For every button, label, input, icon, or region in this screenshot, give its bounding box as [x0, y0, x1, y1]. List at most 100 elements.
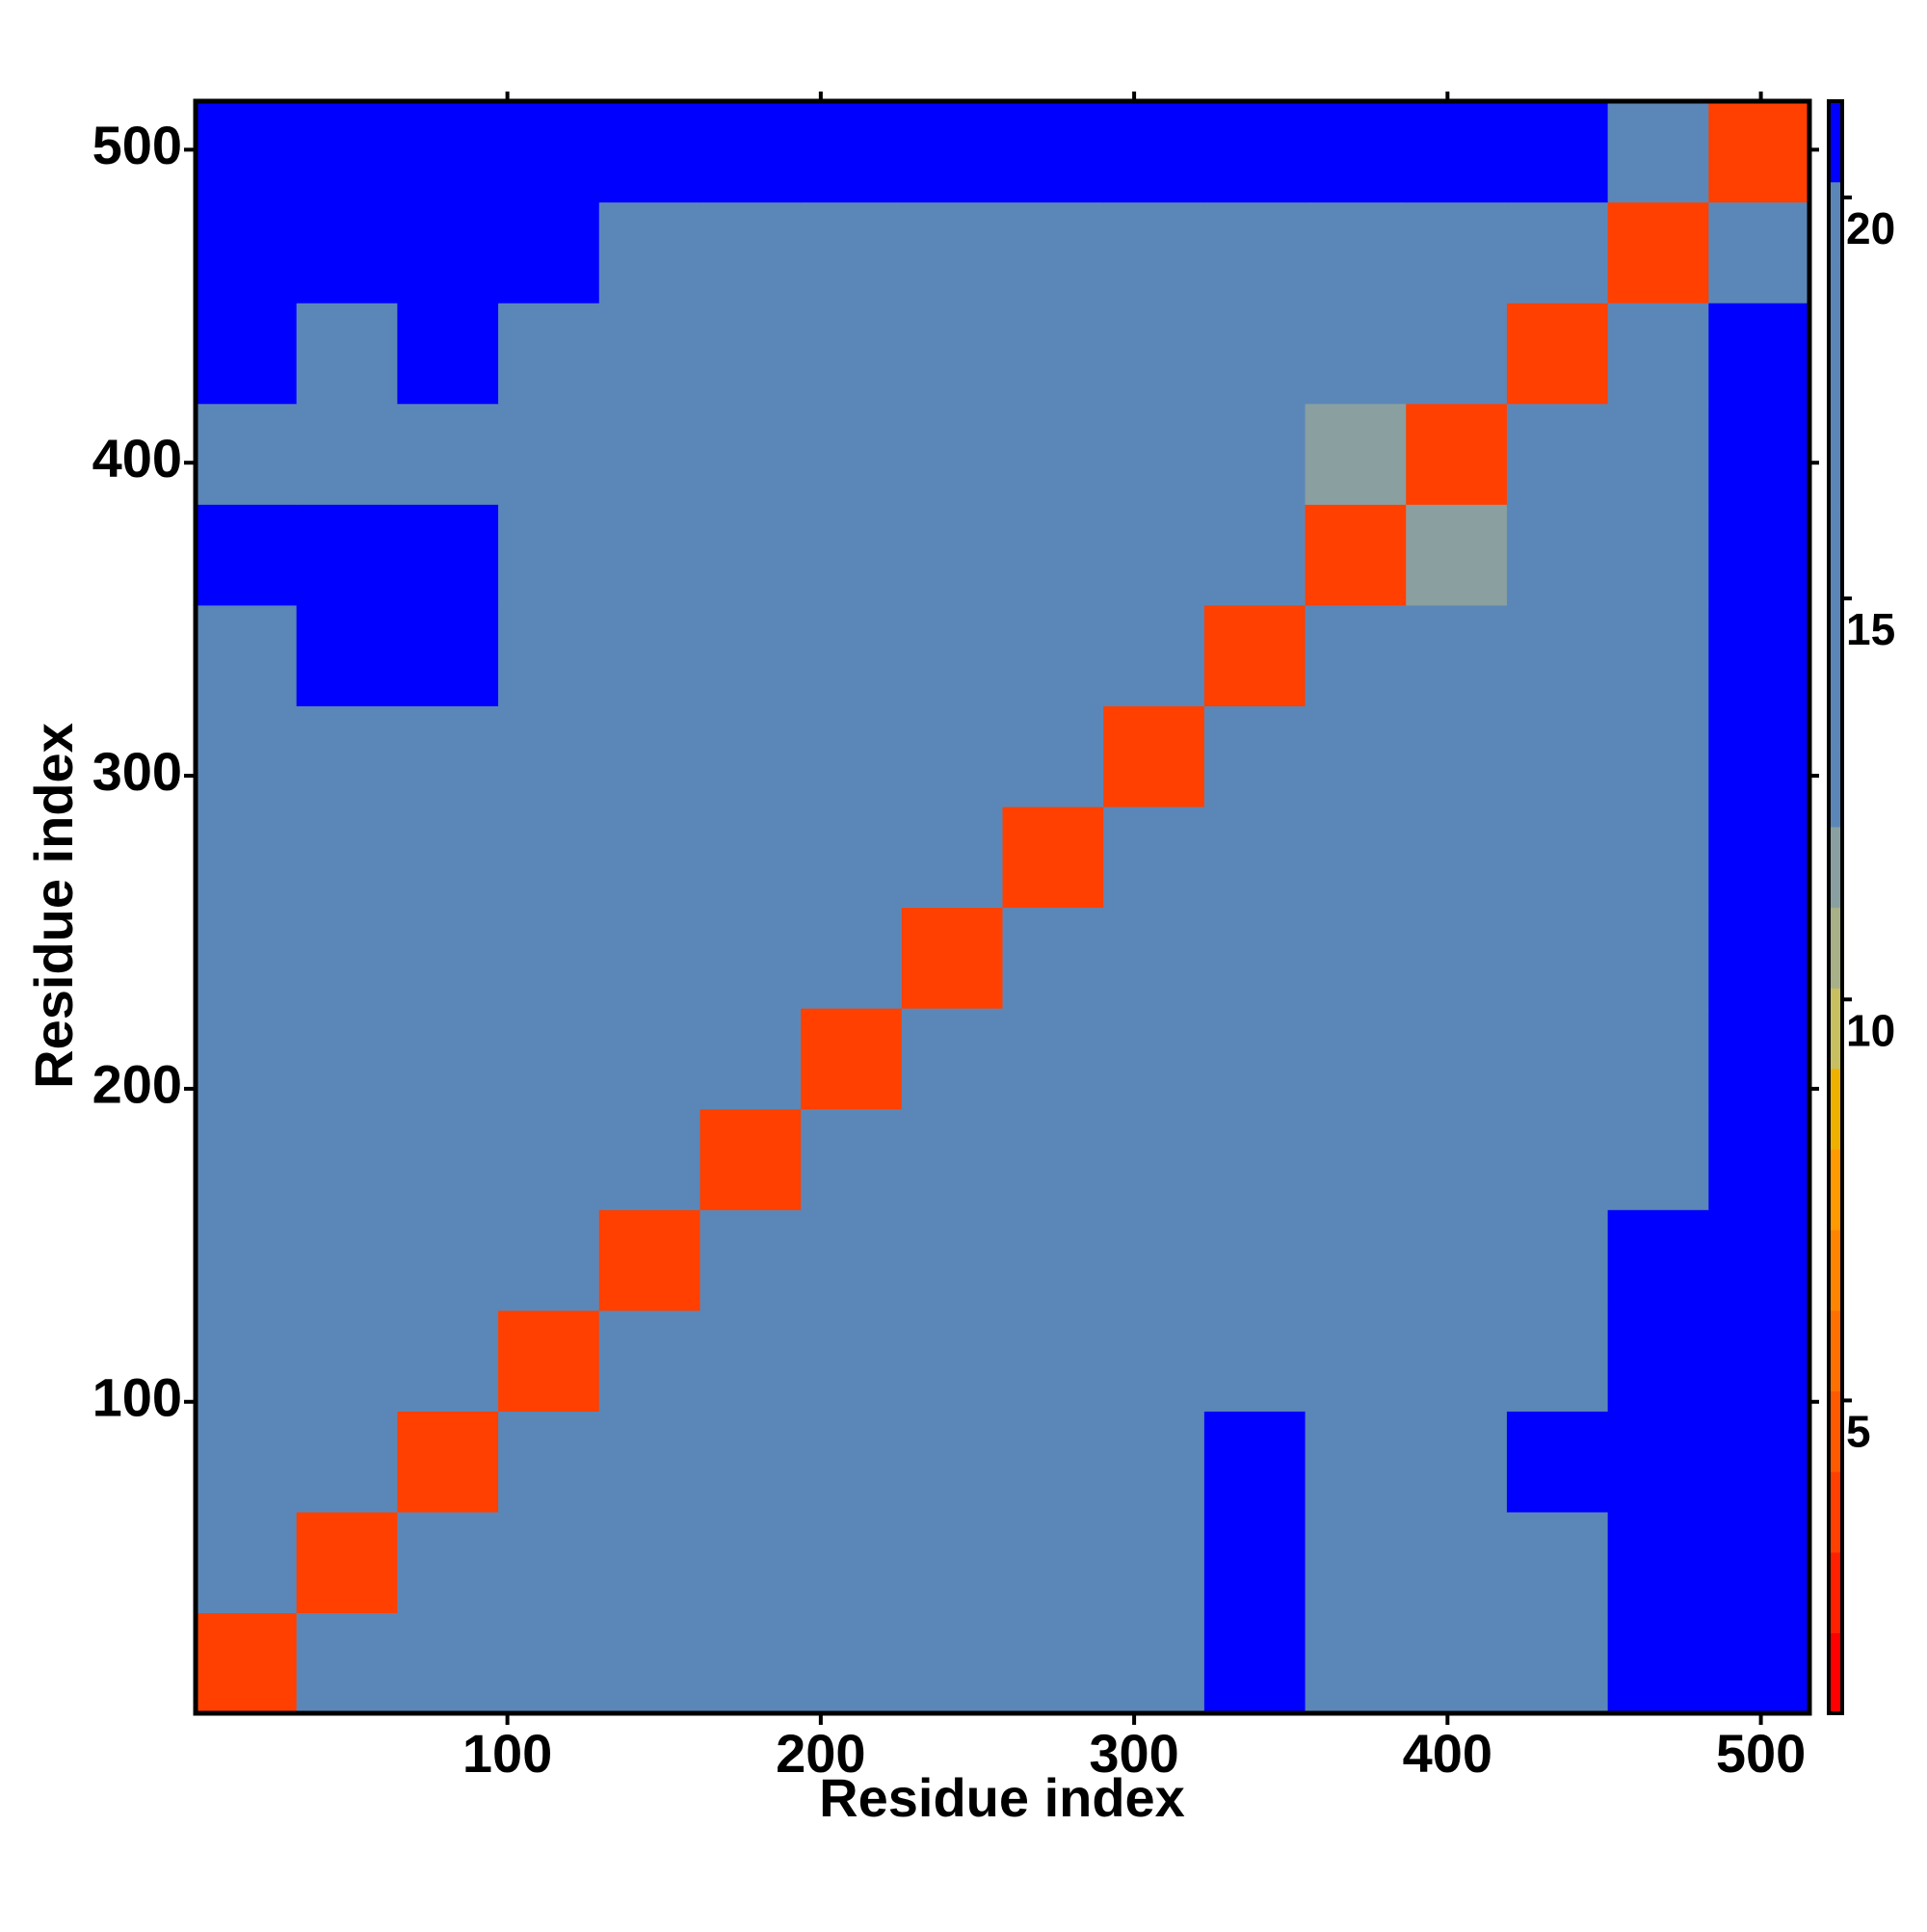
heatmap-cell: [1607, 1108, 1709, 1210]
heatmap-cell: [700, 403, 802, 505]
heatmap-cell: [1708, 1310, 1810, 1412]
heatmap-cell: [397, 403, 499, 505]
heatmap-cell: [1103, 1612, 1205, 1714]
heatmap-cell: [901, 907, 1004, 1009]
heatmap-cell: [1406, 1310, 1508, 1412]
heatmap-cell: [296, 101, 398, 203]
heatmap-cell: [1506, 1411, 1609, 1513]
heatmap-cell: [397, 604, 499, 706]
heatmap-cell: [1305, 705, 1407, 807]
heatmap-cell: [700, 907, 802, 1009]
colorbar-step: [1829, 1632, 1842, 1714]
heatmap-cell: [196, 1310, 298, 1412]
heatmap-cell: [1305, 201, 1407, 304]
heatmap-cell: [901, 201, 1004, 304]
heatmap-cell: [1607, 1209, 1709, 1311]
heatmap-cell: [296, 1612, 398, 1714]
heatmap-cell: [598, 1411, 701, 1513]
heatmap-cell: [801, 101, 903, 203]
heatmap-cell: [1506, 403, 1609, 505]
heatmap-cell: [598, 1612, 701, 1714]
heatmap-cell: [196, 1209, 298, 1311]
heatmap-cell: [1506, 1310, 1609, 1412]
heatmap-cell: [1406, 303, 1508, 405]
heatmap-cell: [397, 201, 499, 304]
heatmap-cell: [1305, 604, 1407, 706]
heatmap-cell: [1305, 101, 1407, 203]
heatmap-cell: [196, 403, 298, 505]
heatmap-cell: [901, 101, 1004, 203]
heatmap-cell: [1708, 806, 1810, 909]
heatmap-cell: [296, 201, 398, 304]
heatmap-cell: [801, 1612, 903, 1714]
colorbar-step: [1829, 1149, 1842, 1231]
colorbar-step: [1829, 342, 1842, 425]
heatmap-cell: [1708, 1511, 1810, 1614]
heatmap-cell: [1607, 604, 1709, 706]
heatmap-cell: [801, 1511, 903, 1614]
heatmap-cell: [1506, 201, 1609, 304]
heatmap-cell: [700, 1411, 802, 1513]
heatmap-cell: [901, 604, 1004, 706]
heatmap-cell: [1305, 907, 1407, 1009]
heatmap-cell: [1708, 1612, 1810, 1714]
heatmap-cell: [1506, 101, 1609, 203]
heatmap-cell: [598, 1310, 701, 1412]
heatmap-cell: [498, 101, 600, 203]
heatmap-cell: [1607, 201, 1709, 304]
heatmap-cell: [1607, 1008, 1709, 1110]
heatmap-cell: [196, 806, 298, 909]
heatmap-cell: [498, 705, 600, 807]
heatmap-cell: [598, 1511, 701, 1614]
heatmap-cell: [397, 303, 499, 405]
heatmap-cell: [901, 1411, 1004, 1513]
y-axis-title: Residue index: [23, 723, 84, 1089]
colorbar-step: [1829, 1068, 1842, 1151]
colorbar-step: [1829, 504, 1842, 586]
heatmap-cell: [700, 504, 802, 606]
heatmap-cell: [1002, 1008, 1104, 1110]
heatmap-cell: [700, 705, 802, 807]
heatmap-cell: [196, 907, 298, 1009]
heatmap-cell: [700, 303, 802, 405]
heatmap-cell: [1203, 1209, 1307, 1311]
heatmap-cell: [196, 1411, 298, 1513]
heatmap-cell: [1203, 504, 1307, 606]
heatmap-cell: [296, 1108, 398, 1210]
heatmap-cell: [1002, 604, 1104, 706]
heatmap-cell: [1103, 504, 1205, 606]
heatmap-cell: [1103, 1209, 1205, 1311]
colorbar-tick-label: 10: [1846, 1005, 1895, 1055]
heatmap-cell: [1002, 1108, 1104, 1210]
colorbar-step: [1829, 181, 1842, 263]
heatmap-cell: [1002, 1209, 1104, 1311]
colorbar-step: [1829, 1471, 1842, 1553]
x-tick-label: 500: [1716, 1723, 1806, 1784]
heatmap-cell: [901, 1008, 1004, 1110]
heatmap-cell: [196, 101, 298, 203]
heatmap-cell: [196, 1108, 298, 1210]
heatmap-cell: [296, 604, 398, 706]
heatmap-cell: [1708, 1411, 1810, 1513]
heatmap-cell: [1203, 907, 1307, 1009]
heatmap-cell: [498, 504, 600, 606]
heatmap-cell: [498, 907, 600, 1009]
heatmap-cell: [1406, 403, 1508, 505]
heatmap-cell: [901, 1209, 1004, 1311]
heatmap-cell: [901, 1511, 1004, 1614]
heatmap-cell: [1103, 201, 1205, 304]
heatmap-cell: [1406, 1008, 1508, 1110]
heatmap-cell: [1002, 1511, 1104, 1614]
heatmap-cell: [801, 705, 903, 807]
heatmap-cell: [598, 504, 701, 606]
heatmap-cell: [1406, 101, 1508, 203]
heatmap-cell: [1506, 1209, 1609, 1311]
heatmap-cell: [1506, 604, 1609, 706]
heatmap-cell: [1607, 806, 1709, 909]
colorbar-step: [1829, 826, 1842, 909]
heatmap-cell: [1305, 806, 1407, 909]
colorbar-step: [1829, 988, 1842, 1070]
x-tick-label: 100: [462, 1723, 552, 1784]
heatmap-cell: [1203, 1008, 1307, 1110]
